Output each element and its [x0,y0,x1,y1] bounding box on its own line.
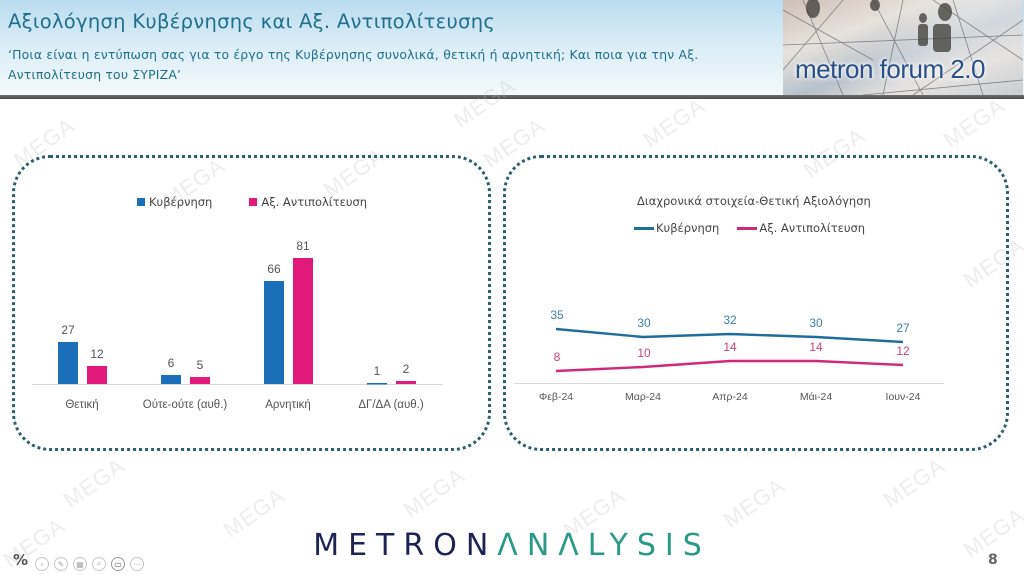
bar-government-positive [58,342,78,384]
bar-chart-legend: Κυβέρνηση Αξ. Αντιπολίτευση [137,195,367,209]
metron-forum-banner-image: metron forum 2.0 [783,0,1023,95]
pen-button[interactable]: ✎ [54,557,68,571]
bar-government-negative [264,281,284,384]
bar-value-label: 66 [267,262,281,276]
page-number: 8 [988,552,998,568]
zoom-button[interactable]: ⌕ [92,557,106,571]
legend-swatch-icon [137,198,145,206]
category-label: ΔΓ/ΔΑ (αυθ.) [358,399,423,411]
slides-button[interactable]: ▦ [73,557,87,571]
bar-opposition-negative [293,258,313,384]
legend-item-opposition: Αξ. Αντιπολίτευση [737,221,865,235]
legend-item-opposition: Αξ. Αντιπολίτευση [249,195,367,209]
line-value-label: 30 [809,316,823,330]
percent-indicator: % [13,551,29,569]
category-label: Φεβ-24 [539,391,573,403]
bar-chart-panel [12,155,491,451]
slide-subtitle: ‘Ποια είναι η εντύπωση σας για το έργο τ… [8,47,699,82]
metron-analysis-logo: METRONΛNΛLYSIS [0,528,1024,563]
category-label: Αρνητική [265,399,311,411]
logo-part-analysis: ΛNΛLYSIS [497,528,711,563]
bar-value-label: 81 [296,239,310,253]
metron-forum-caption: metron forum 2.0 [795,54,985,84]
opposition-line [555,359,904,373]
back-icon: ‹ [40,559,44,569]
category-label: Ούτε-ούτε (αυθ.) [143,399,228,411]
slide-title: Αξιολόγηση Κυβέρνησης και Αξ. Αντιπολίτε… [8,10,496,33]
geometric-glass-pattern-icon [783,0,1023,95]
legend-label: Αξ. Αντιπολίτευση [759,221,866,235]
magnifier-icon: ⌕ [96,559,102,568]
category-label: Μαρ-24 [625,391,661,403]
bar-value-label: 2 [403,362,410,376]
logo-part-metron: METRON [313,528,498,563]
category-label: Απρ-24 [712,391,748,403]
bar-value-label: 27 [61,323,75,337]
legend-line-icon [634,226,654,230]
line-chart-title: Διαχρονικά στοιχεία-Θετική Αξιολόγηση [637,194,871,208]
bar-opposition-dk [396,381,416,384]
pen-icon: ✎ [57,559,65,569]
line-value-label: 10 [637,346,651,360]
back-button[interactable]: ‹ [35,557,49,571]
bar-opposition-positive [87,366,107,384]
bar-government-neutral [161,375,181,384]
legend-item-government: Κυβέρνηση [634,221,719,235]
line-value-label: 35 [550,308,564,322]
bar-value-label: 5 [197,358,204,372]
bar-government-dk [367,383,387,385]
category-label: Θετική [65,399,98,411]
line-chart-legend: Κυβέρνηση Αξ. Αντιπολίτευση [634,221,865,235]
bar-value-label: 6 [168,356,175,370]
bar-value-label: 12 [90,347,104,361]
legend-item-government: Κυβέρνηση [137,195,212,209]
government-line [555,327,904,344]
camera-button[interactable]: ▭ [111,557,125,571]
bar-value-label: 1 [374,364,381,378]
line-value-label: 8 [554,350,561,364]
camera-icon: ▭ [114,559,122,569]
line-value-label: 14 [809,340,823,354]
legend-label: Κυβέρνηση [149,195,213,209]
line-value-label: 30 [637,316,651,330]
slides-grid-icon: ▦ [76,559,84,569]
line-value-label: 32 [723,313,737,327]
bar-opposition-neutral [190,377,210,384]
category-label: Μάι-24 [800,391,832,403]
legend-label: Κυβέρνηση [656,221,720,235]
legend-swatch-icon [249,198,258,206]
line-value-label: 27 [896,321,910,335]
slide-header: Αξιολόγηση Κυβέρνησης και Αξ. Αντιπολίτε… [0,0,1024,96]
line-value-label: 14 [723,340,737,354]
legend-label: Αξ. Αντιπολίτευση [261,195,368,209]
slideshow-toolbar: ‹ ✎ ▦ ⌕ ▭ ⋯ [35,557,144,571]
line-chart-panel [503,155,1009,451]
category-label: Ιουν-24 [886,391,921,403]
ellipsis-icon: ⋯ [133,559,141,569]
legend-line-icon [737,226,758,230]
header-divider [0,95,1024,99]
more-options-button[interactable]: ⋯ [130,557,144,571]
line-value-label: 12 [896,344,910,358]
